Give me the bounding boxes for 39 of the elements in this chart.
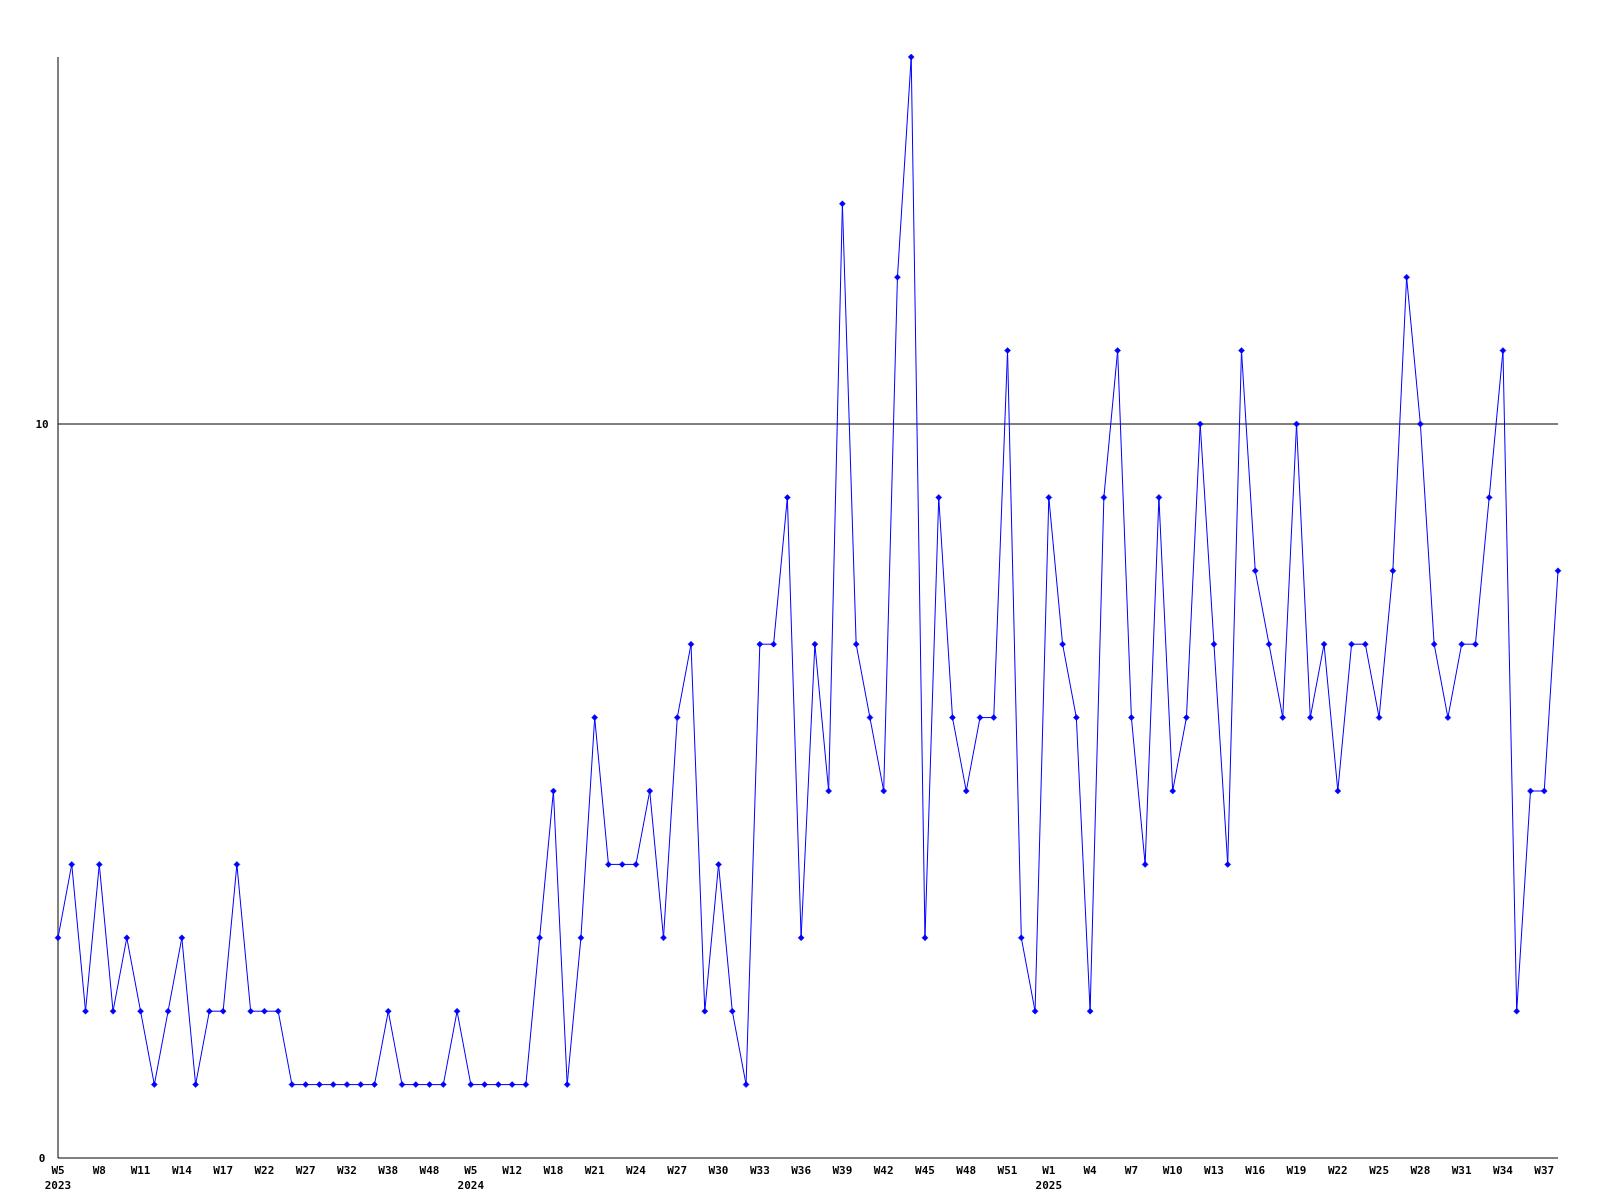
y-tick-label: 10 bbox=[35, 417, 49, 431]
x-tick-label: W45 bbox=[915, 1164, 935, 1177]
x-tick-label: W25 bbox=[1369, 1164, 1390, 1177]
x-tick-label: W48 bbox=[956, 1164, 977, 1177]
x-tick-label: W39 bbox=[832, 1164, 853, 1177]
x-tick-label: W21 bbox=[584, 1164, 605, 1177]
x-tick-label: W51 bbox=[997, 1164, 1018, 1177]
x-tick-label: W31 bbox=[1451, 1164, 1472, 1177]
x-tick-label: W34 bbox=[1493, 1164, 1514, 1177]
x-tick-label: W28 bbox=[1410, 1164, 1431, 1177]
x-tick-label: W27 bbox=[667, 1164, 688, 1177]
x-tick-label: W32 bbox=[337, 1164, 357, 1177]
x-tick-label: W5 2023 bbox=[44, 1164, 72, 1192]
x-tick-label: W30 bbox=[708, 1164, 729, 1177]
x-tick-label: W37 bbox=[1534, 1164, 1555, 1177]
x-tick-label: W36 bbox=[791, 1164, 812, 1177]
x-tick-label: W7 bbox=[1124, 1164, 1139, 1177]
x-tick-label: W4 bbox=[1083, 1164, 1098, 1177]
x-tick-label: W10 bbox=[1162, 1164, 1183, 1177]
x-tick-label: W42 bbox=[873, 1164, 894, 1177]
x-tick-label: W22 bbox=[254, 1164, 275, 1177]
x-tick-label: W14 bbox=[171, 1164, 193, 1177]
x-tick-label: W24 bbox=[626, 1164, 647, 1177]
x-tick-label: W22 bbox=[1327, 1164, 1348, 1177]
x-tick-label: W5 2024 bbox=[457, 1164, 485, 1192]
x-tick-label: W18 bbox=[543, 1164, 564, 1177]
x-tick-label: W13 bbox=[1204, 1164, 1224, 1177]
x-tick-label: W33 bbox=[749, 1164, 770, 1177]
x-tick-label: W38 bbox=[378, 1164, 399, 1177]
x-tick-label: W1 2025 bbox=[1035, 1164, 1063, 1192]
x-tick-label: W17 bbox=[213, 1164, 234, 1177]
x-tick-label: W19 bbox=[1286, 1164, 1307, 1177]
x-tick-label: W27 bbox=[295, 1164, 316, 1177]
x-tick-label: W11 bbox=[130, 1164, 151, 1177]
y-tick-label: 0 bbox=[38, 1151, 46, 1165]
x-tick-label: W48 bbox=[419, 1164, 440, 1177]
x-tick-label: W12 bbox=[502, 1164, 523, 1177]
x-tick-label: W16 bbox=[1245, 1164, 1266, 1177]
x-tick-label: W8 bbox=[92, 1164, 106, 1177]
